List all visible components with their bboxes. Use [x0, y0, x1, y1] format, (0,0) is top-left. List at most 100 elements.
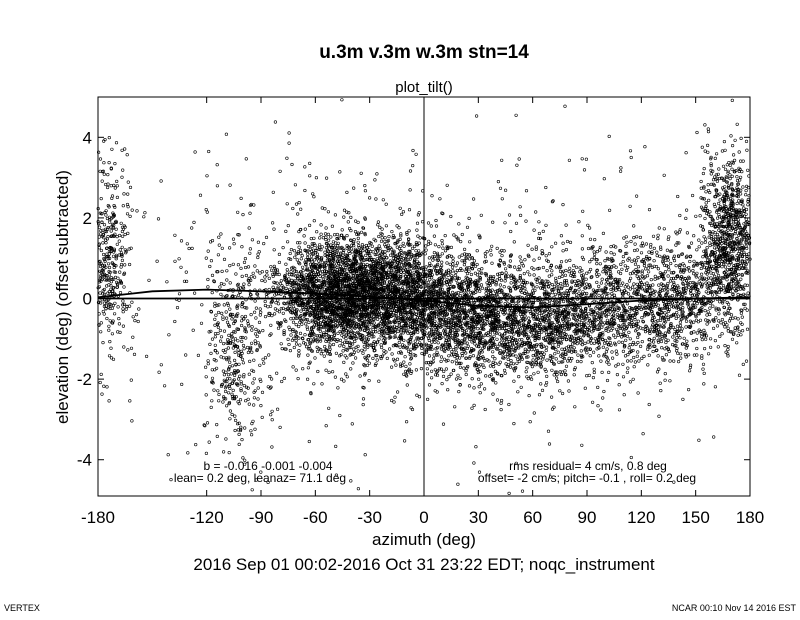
data-point — [454, 347, 458, 351]
data-point — [350, 250, 354, 254]
data-point — [353, 339, 357, 344]
data-point — [471, 354, 476, 358]
data-point — [316, 369, 320, 374]
data-point — [455, 261, 460, 265]
data-point — [294, 330, 298, 335]
data-point — [375, 252, 379, 256]
data-point — [427, 256, 432, 260]
data-point — [289, 333, 293, 337]
data-point — [340, 260, 344, 264]
data-point — [568, 359, 573, 363]
data-point — [500, 398, 504, 403]
data-point — [449, 245, 454, 249]
data-point — [528, 420, 532, 424]
data-point — [467, 257, 472, 261]
data-point — [253, 275, 257, 279]
data-point — [258, 271, 262, 275]
data-point — [504, 267, 508, 271]
data-point — [303, 279, 307, 284]
data-point — [327, 319, 331, 323]
data-point — [338, 329, 342, 334]
data-point — [332, 329, 336, 333]
data-point — [283, 275, 287, 280]
data-point — [462, 305, 467, 310]
data-point — [445, 277, 449, 282]
data-point — [419, 367, 424, 371]
data-point — [295, 258, 299, 262]
data-point — [585, 351, 589, 355]
data-point — [367, 379, 371, 383]
data-point — [341, 349, 345, 353]
data-point — [273, 312, 277, 316]
data-point — [281, 306, 285, 310]
data-point — [296, 251, 300, 255]
data-point — [319, 223, 323, 227]
data-point — [314, 276, 318, 280]
data-point — [483, 407, 487, 412]
data-point — [277, 310, 282, 314]
data-point — [489, 253, 493, 257]
data-point — [402, 244, 406, 248]
data-point — [400, 212, 404, 216]
data-point — [269, 265, 273, 269]
data-point — [377, 337, 381, 341]
data-point — [427, 383, 432, 387]
data-point — [321, 349, 325, 353]
data-point — [285, 271, 289, 275]
data-point — [370, 335, 374, 339]
data-point — [310, 336, 314, 340]
data-point — [329, 334, 334, 339]
data-point — [262, 361, 266, 365]
data-point — [415, 221, 420, 225]
data-point — [636, 391, 640, 395]
data-point — [436, 258, 441, 262]
data-point — [342, 379, 346, 383]
data-point — [317, 307, 322, 311]
data-point — [342, 237, 347, 241]
data-point — [260, 278, 264, 283]
data-point — [399, 263, 404, 267]
data-point — [282, 301, 286, 305]
data-point — [323, 266, 327, 270]
data-point — [347, 346, 351, 350]
data-point — [454, 264, 458, 268]
data-point — [299, 309, 303, 313]
data-point — [426, 221, 431, 225]
data-point — [275, 281, 279, 285]
data-point — [445, 261, 449, 265]
data-point — [359, 230, 364, 234]
data-point — [433, 340, 437, 344]
data-point — [283, 273, 287, 278]
data-point — [417, 249, 421, 253]
data-point — [319, 325, 323, 329]
data-point — [284, 262, 288, 266]
data-point — [308, 360, 312, 364]
data-point — [500, 254, 504, 258]
data-point — [398, 345, 402, 349]
data-point — [294, 323, 298, 327]
data-point — [336, 331, 340, 336]
data-point — [299, 257, 303, 261]
data-point — [493, 369, 498, 374]
data-point — [420, 220, 425, 224]
data-point — [372, 317, 376, 321]
data-point — [388, 347, 392, 351]
data-point — [331, 248, 335, 253]
data-point — [299, 252, 303, 256]
data-point — [390, 365, 394, 369]
data-point — [304, 263, 308, 267]
data-point — [439, 355, 444, 359]
data-point — [329, 338, 334, 342]
data-point — [289, 307, 293, 311]
data-point — [339, 377, 344, 381]
data-point — [282, 329, 286, 333]
data-point — [394, 363, 398, 367]
data-point — [280, 347, 284, 351]
data-point — [301, 367, 305, 371]
data-point — [353, 334, 357, 338]
data-point — [326, 232, 331, 236]
data-point — [289, 248, 294, 252]
data-point — [354, 356, 358, 360]
data-point — [281, 246, 285, 250]
data-point — [506, 274, 511, 278]
